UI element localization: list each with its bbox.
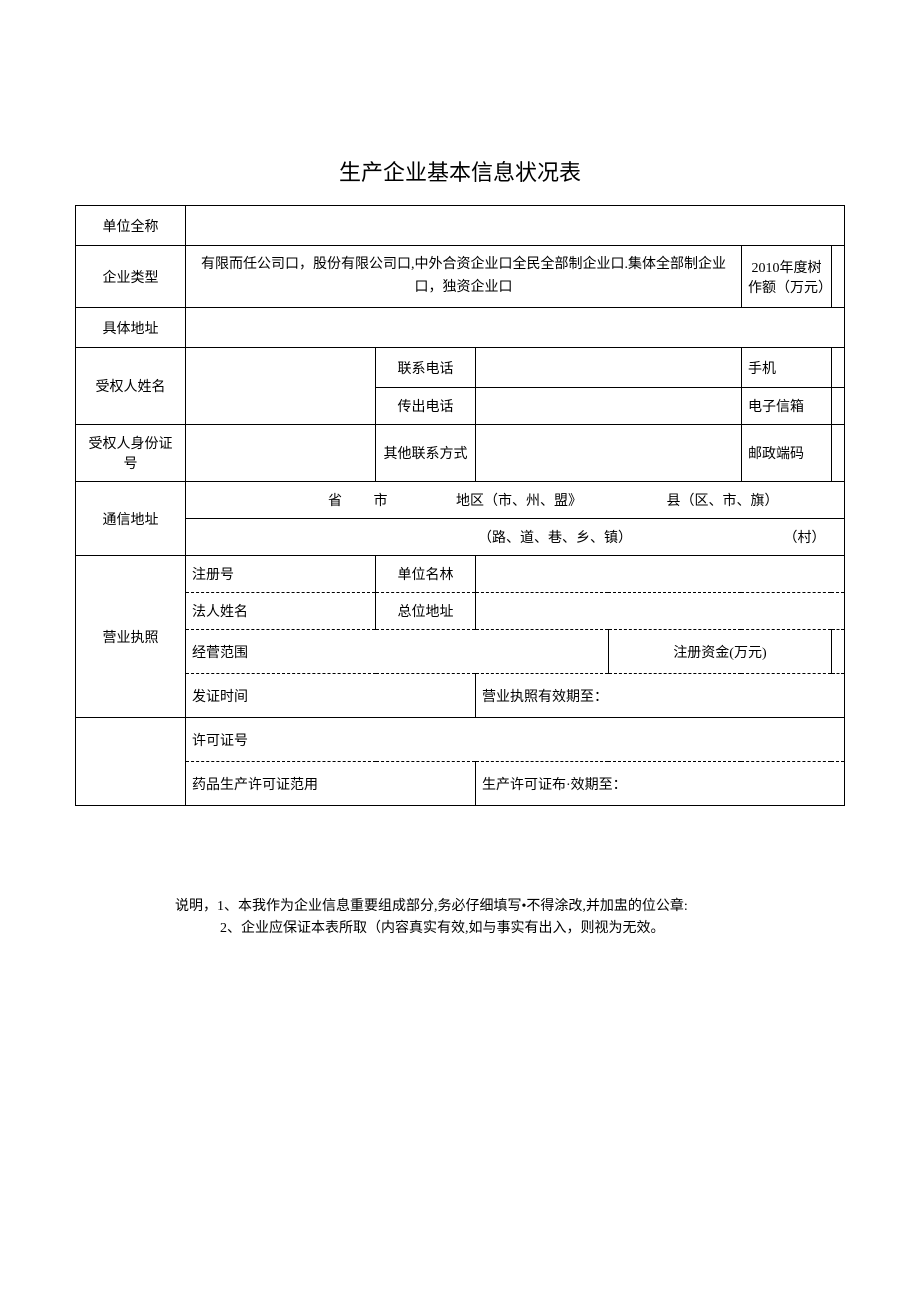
note-line-2: 2、企业应保证本表所取（内容真实有效,如与事实有出入，则视为无效。	[175, 918, 845, 940]
label-region: 地区（市、州、盟》	[419, 490, 619, 510]
field-annual-amount[interactable]	[831, 246, 844, 308]
notes-section: 说明，1、本我作为企业信息重要组成部分,务必仔细填写•不得涂改,并加盅的位公章:…	[75, 896, 845, 941]
label-other-contact: 其他联系方式	[376, 425, 476, 482]
label-village: （村）	[636, 527, 826, 547]
label-drug-permit-scope: 药品生产许可证范用	[186, 762, 476, 806]
field-authorized-id[interactable]	[186, 425, 376, 482]
label-permit-valid-to: 生产许可证布·效期至：	[476, 762, 845, 806]
label-unit-full-name: 单位全称	[76, 206, 186, 246]
label-road: （路、道、巷、乡、镇）	[192, 527, 632, 547]
label-province: 省	[192, 490, 342, 510]
label-postal-code: 邮政端码	[741, 425, 831, 482]
label-reg-number: 注册号	[186, 556, 376, 593]
label-enterprise-type: 企业类型	[76, 246, 186, 308]
label-city: 市	[346, 490, 416, 510]
label-reg-capital: 注册资金(万元)	[608, 630, 831, 674]
field-postal-code[interactable]	[831, 425, 844, 482]
label-legal-name: 法人姓名	[186, 593, 376, 630]
label-issue-date: 发证时间	[186, 674, 476, 718]
label-mobile: 手机	[741, 348, 831, 388]
label-fax: 传出电话	[376, 388, 476, 425]
address-line-1[interactable]: 省 市 地区（市、州、盟》 县（区、市、旗）	[186, 482, 845, 519]
field-email[interactable]	[831, 388, 844, 425]
label-business-license: 营业执照	[76, 556, 186, 718]
page-title: 生产企业基本信息状况表	[75, 155, 845, 187]
field-unit-name[interactable]	[476, 556, 845, 593]
field-contact-phone[interactable]	[476, 348, 742, 388]
label-contact-phone: 联系电话	[376, 348, 476, 388]
field-total-address[interactable]	[476, 593, 845, 630]
address-line-2[interactable]: （路、道、巷、乡、镇） （村）	[186, 519, 845, 556]
label-business-scope: 经菅范围	[186, 630, 609, 674]
label-email: 电子信箱	[741, 388, 831, 425]
label-specific-address: 具体地址	[76, 308, 186, 348]
info-table: 单位全称 企业类型 有限而任公司口，股份有限公司口,中外合资企业口全民全部制企业…	[75, 205, 845, 806]
label-permit-number: 许可证号	[186, 718, 845, 762]
field-mobile[interactable]	[831, 348, 844, 388]
field-other-contact[interactable]	[476, 425, 742, 482]
field-enterprise-type[interactable]: 有限而任公司口，股份有限公司口,中外合资企业口全民全部制企业口.集体全部制企业口…	[186, 246, 742, 308]
label-mailing-address: 通信地址	[76, 482, 186, 556]
field-unit-full-name[interactable]	[186, 206, 845, 246]
label-permit-section	[76, 718, 186, 806]
field-fax[interactable]	[476, 388, 742, 425]
label-total-address: 总位地址	[376, 593, 476, 630]
field-reg-capital[interactable]	[831, 630, 844, 674]
label-unit-name: 单位名林	[376, 556, 476, 593]
label-county: 县（区、市、旗）	[623, 490, 823, 510]
label-annual-amount: 2010年度树作额（万元）	[741, 246, 831, 308]
label-authorized-id: 受权人身份证号	[76, 425, 186, 482]
label-authorized-name: 受权人姓名	[76, 348, 186, 425]
field-specific-address[interactable]	[186, 308, 845, 348]
note-line-1: 说明，1、本我作为企业信息重要组成部分,务必仔细填写•不得涂改,并加盅的位公章:	[175, 896, 845, 918]
label-license-valid-to: 营业执照有效期至：	[476, 674, 845, 718]
field-authorized-name[interactable]	[186, 348, 376, 425]
